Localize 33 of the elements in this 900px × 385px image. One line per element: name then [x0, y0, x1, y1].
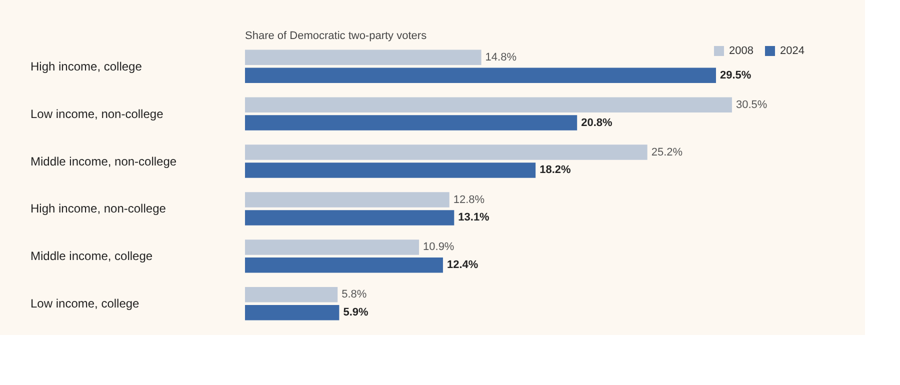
data-label: 12.8%: [453, 194, 485, 206]
bar: [245, 258, 443, 273]
y-tick-label: Low income, college: [30, 296, 140, 311]
bar: [245, 50, 482, 66]
y-tick-label: High income, college: [30, 59, 142, 74]
bar: [245, 162, 536, 178]
bar: [245, 115, 578, 130]
legend-label: 2008: [729, 45, 754, 57]
bar: [245, 304, 340, 320]
y-tick-label: High income, non-college: [30, 202, 166, 216]
legend-label: 2024: [780, 45, 804, 57]
bar: [245, 240, 420, 255]
chart-title: Share of Democratic two-party voters: [245, 30, 428, 42]
data-label: 12.4%: [446, 259, 478, 272]
bar: [245, 210, 454, 226]
data-label: 25.2%: [651, 146, 683, 158]
bar: [245, 192, 450, 208]
data-label: 13.1%: [458, 212, 490, 224]
data-label: 5.9%: [343, 306, 368, 319]
bar: [245, 287, 338, 302]
y-tick-label: Middle income, college: [30, 249, 153, 264]
y-tick-label: Middle income, non-college: [30, 154, 177, 168]
data-label: 29.5%: [720, 69, 752, 82]
y-tick-label: Low income, non-college: [30, 106, 164, 121]
bar: [245, 68, 716, 83]
data-label: 14.8%: [485, 51, 517, 64]
bar: [245, 97, 732, 112]
data-label: 20.8%: [581, 116, 612, 129]
data-label: 30.5%: [736, 98, 768, 111]
data-label: 10.9%: [423, 241, 454, 254]
data-label: 5.8%: [342, 288, 367, 301]
bar: [245, 144, 648, 160]
data-label: 18.2%: [540, 164, 571, 176]
